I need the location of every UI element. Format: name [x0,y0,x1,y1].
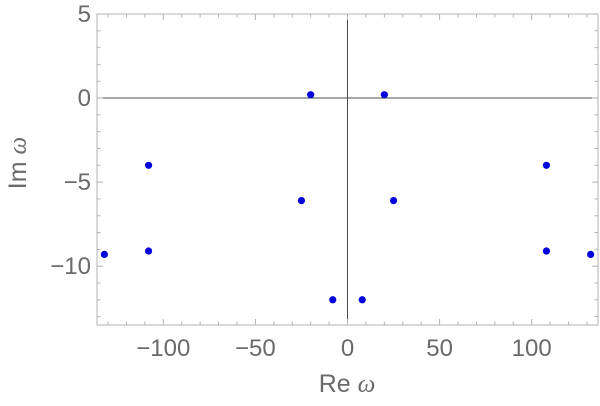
data-point [587,250,595,258]
data-point [307,91,315,99]
y-tick-label: −5 [64,169,91,196]
data-point [542,247,551,255]
x-tick-label: 50 [426,335,453,362]
data-points [100,91,595,304]
data-point [144,247,153,255]
y-tick-label: 5 [78,1,91,28]
x-axis-label: Re ω [319,370,376,398]
data-point [144,161,153,169]
x-axis-label-symbol: ω [358,371,376,398]
y-axis-label: Im ω [4,137,32,189]
zero-axes [97,14,598,325]
y-axis-label-prefix: Im [4,154,32,189]
data-point [297,197,306,205]
x-tick-label: −50 [235,335,276,362]
y-axis-ticks: 5 0 −5 −10 [50,1,598,318]
y-axis-label-symbol: ω [5,137,32,155]
x-tick-label: 0 [341,335,354,362]
x-axis-ticks: −100 −50 0 50 100 [107,14,588,362]
y-tick-label: −10 [50,253,91,280]
x-tick-label: −100 [136,335,190,362]
data-point [389,197,398,205]
y-tick-label: 0 [78,85,91,112]
x-axis-label-prefix: Re [319,370,358,398]
data-point [100,250,108,258]
data-point [542,161,551,169]
data-point [380,91,388,99]
x-tick-label: 100 [512,335,552,362]
data-point [358,296,366,304]
data-point [329,296,337,304]
